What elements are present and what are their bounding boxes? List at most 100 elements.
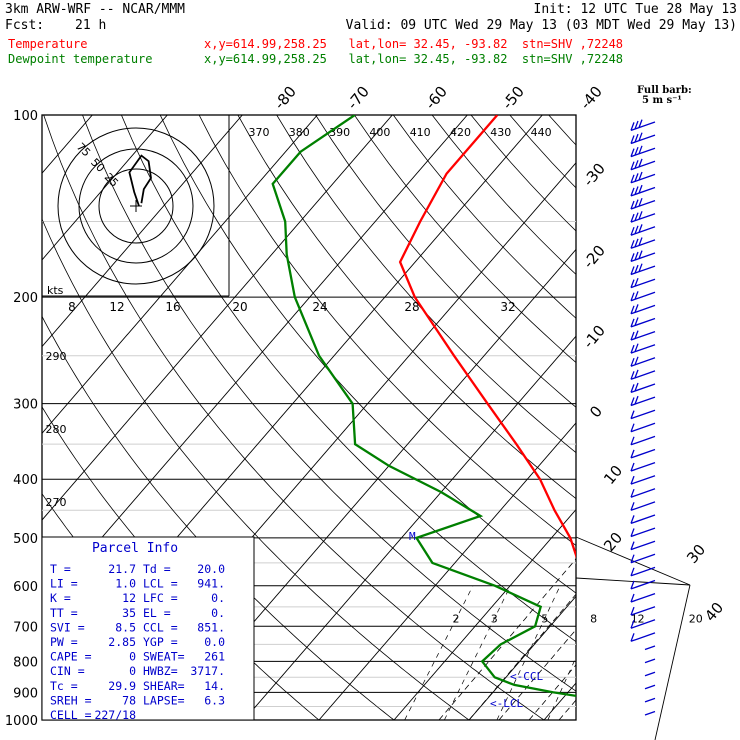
mixing-ratio-label: 8 bbox=[590, 612, 597, 625]
wind-barb-staff bbox=[630, 226, 656, 236]
wind-barb-staff bbox=[644, 684, 656, 690]
theta-e-label: 12 bbox=[109, 300, 124, 314]
dry-adiabat-line bbox=[121, 115, 576, 643]
forecast-hour: 21 h bbox=[75, 18, 107, 33]
parcel-field-label: CAPE = bbox=[50, 650, 92, 664]
isotherm-extension-line bbox=[575, 536, 691, 586]
parcel-field-value: 35 bbox=[122, 606, 136, 620]
wind-barb-staff bbox=[630, 553, 656, 564]
wind-barb-flag bbox=[630, 384, 635, 393]
wind-barb-flag bbox=[638, 224, 643, 233]
pressure-tick-label: 400 bbox=[13, 473, 38, 488]
wind-barb-staff bbox=[644, 645, 656, 651]
wind-barb-flag bbox=[634, 317, 639, 326]
isotherm-label: -30 bbox=[579, 160, 609, 190]
parcel-field-label: K = bbox=[50, 591, 71, 605]
wind-barb-staff bbox=[630, 330, 656, 341]
isotherm-label: -40 bbox=[576, 83, 606, 113]
theta-label: 390 bbox=[329, 126, 350, 139]
wind-barb-flag bbox=[638, 197, 643, 207]
parcel-field-label: PW = bbox=[50, 635, 78, 649]
pressure-tick-label: 100 bbox=[13, 109, 38, 124]
mixing-ratio-label: 3 bbox=[491, 612, 498, 625]
isotherm-line bbox=[168, 248, 576, 720]
hodograph-unit-label: kts bbox=[47, 284, 64, 297]
wind-barb-flag bbox=[630, 449, 635, 459]
parcel-field-value: 12 bbox=[122, 591, 136, 605]
wind-barb-staff bbox=[630, 592, 656, 603]
theta-label: 370 bbox=[249, 126, 270, 139]
theta-label: 420 bbox=[450, 126, 471, 139]
dry-adiabat-line bbox=[159, 115, 576, 594]
theta-label: 380 bbox=[289, 126, 310, 139]
isotherm-label: -10 bbox=[579, 322, 609, 352]
theta-e-label: 20 bbox=[232, 300, 247, 314]
pressure-tick-label: 300 bbox=[13, 398, 38, 413]
dry-adiabat-line bbox=[392, 115, 576, 319]
parcel-field-label: Td = bbox=[143, 562, 171, 576]
parcel-field-label: CELL = bbox=[50, 708, 92, 722]
sounding-series bbox=[271, 115, 576, 698]
temperature-line bbox=[398, 115, 576, 559]
wind-barb-flag bbox=[634, 238, 639, 248]
wind-barb-flag bbox=[630, 305, 635, 315]
wind-barb-staff bbox=[630, 579, 656, 590]
dry-adiabat-line bbox=[276, 115, 576, 454]
wind-barbs bbox=[630, 119, 656, 716]
theta-side-label: 280 bbox=[46, 423, 67, 436]
isotherm-label: 40 bbox=[701, 599, 727, 625]
wind-barb-staff bbox=[630, 619, 656, 629]
wind-barb-staff bbox=[630, 278, 656, 289]
wind-barb-flag bbox=[630, 187, 635, 197]
mixing-ratio-label: 20 bbox=[689, 612, 703, 625]
parcel-field-label: LI = bbox=[50, 577, 78, 591]
hodograph-trace bbox=[128, 154, 152, 207]
wind-barb-flag bbox=[630, 344, 635, 354]
barb-legend-title: Full barb: bbox=[637, 85, 692, 96]
mixing-ratio-lines bbox=[404, 585, 708, 720]
parcel-field-label: YGP = bbox=[143, 635, 178, 649]
mixing-ratio-line bbox=[444, 585, 511, 720]
parcel-field-label: LFC = bbox=[143, 591, 178, 605]
wind-barb-flag bbox=[638, 263, 643, 272]
parcel-field-value: 0 bbox=[129, 664, 136, 678]
parcel-field-value: 0 bbox=[129, 650, 136, 664]
hodograph-ring bbox=[78, 148, 194, 264]
wind-barb-flag bbox=[630, 593, 635, 603]
wind-barb-staff bbox=[630, 422, 656, 433]
wind-barb-flag bbox=[638, 237, 643, 246]
dry-adiabat-line bbox=[626, 115, 740, 720]
mixing-ratio-line bbox=[654, 586, 708, 720]
wind-barb-flag bbox=[638, 171, 643, 181]
theta-e-label: 16 bbox=[165, 300, 180, 314]
dry-adiabat-line bbox=[43, 115, 545, 720]
wind-barb-staff bbox=[630, 186, 656, 197]
wind-barb-staff bbox=[630, 357, 656, 367]
wind-barb-flag bbox=[634, 186, 639, 195]
parcel-field-value: 0. bbox=[211, 591, 225, 605]
parcel-field-label: CCL = bbox=[143, 620, 178, 634]
wind-barb-staff bbox=[630, 488, 656, 498]
dry-adiabat-line bbox=[588, 115, 740, 720]
pressure-tick-label: 500 bbox=[13, 532, 38, 547]
mixing-ratio-label: 2 bbox=[453, 612, 460, 625]
moist-adiabat-line bbox=[438, 558, 576, 720]
wind-barb-flag bbox=[630, 410, 635, 419]
dewpoint-location: x,y=614.99,258.25 lat,lon= 32.45, -93.82… bbox=[204, 52, 624, 66]
parcel-field-label: SHEAR= bbox=[143, 679, 185, 693]
mixing-ratio-label: 12 bbox=[631, 612, 645, 625]
isotherm-label: -20 bbox=[579, 242, 609, 272]
wind-barb-flag bbox=[630, 266, 635, 275]
wind-barb-flag bbox=[634, 369, 639, 379]
hodograph-ring bbox=[57, 127, 215, 285]
wind-barb-staff bbox=[630, 540, 656, 551]
wind-barb-staff bbox=[644, 658, 656, 664]
wind-barb-flag bbox=[634, 291, 639, 300]
moist-adiabat-line bbox=[528, 664, 576, 720]
wind-barb-flag bbox=[630, 515, 635, 524]
lcl-marker: <-LCL bbox=[490, 697, 523, 710]
wind-barb-staff bbox=[630, 317, 656, 328]
theta-label: 440 bbox=[531, 126, 552, 139]
isotherm-label: -70 bbox=[343, 83, 373, 113]
parcel-info-box: Parcel Info T = 21.7 Td = 20.0 LI = 1.0 LCL = 94… bbox=[41, 536, 255, 722]
